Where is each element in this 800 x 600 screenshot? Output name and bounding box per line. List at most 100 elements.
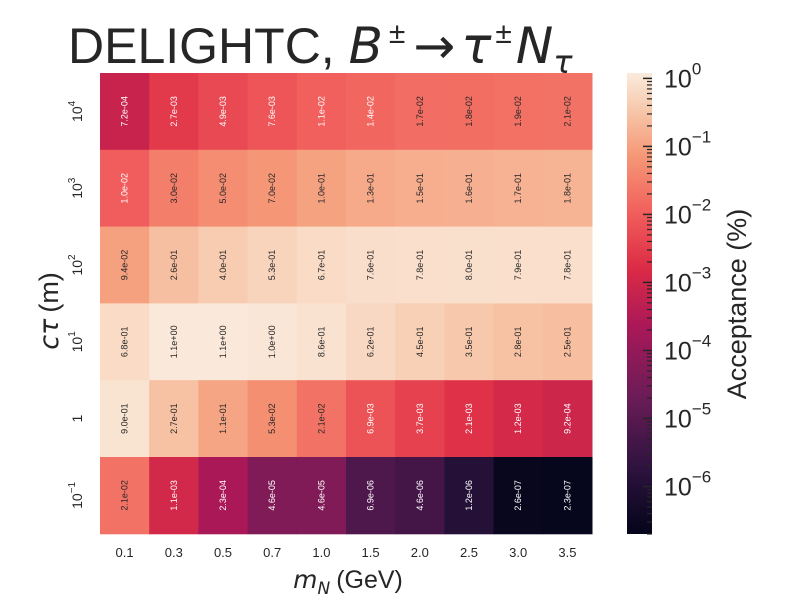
cell-value-label: 2.6e-07 <box>513 480 523 511</box>
colorbar-tick-label: 10−3 <box>664 263 711 297</box>
cell-value-label: 1.1e-03 <box>169 480 179 511</box>
heatmap-cell <box>346 226 396 304</box>
cell-value-label: 2.1e-03 <box>464 403 474 434</box>
heatmap-cell <box>247 226 298 304</box>
heatmap-cell <box>149 457 199 535</box>
heatmap-cell <box>198 380 249 458</box>
cell-value-label: 5.0e-02 <box>218 173 228 204</box>
heatmap-cell <box>198 149 249 228</box>
cell-value-label: 2.7e-03 <box>169 96 179 127</box>
cell-value-label: 9.0e-01 <box>120 403 130 434</box>
heatmap-cell <box>542 457 593 535</box>
y-axis-label: cτ (m) <box>34 272 65 350</box>
cell-value-label: 9.4e-02 <box>120 250 130 281</box>
y-tick-label: 10−1 <box>67 481 85 508</box>
x-tick-label: 0.7 <box>263 545 281 560</box>
x-tick-label: 1.5 <box>362 545 380 560</box>
heatmap-cell <box>395 149 445 228</box>
colorbar-tick-label: 10−5 <box>664 399 711 433</box>
cell-value-label: 2.1e-02 <box>562 96 572 127</box>
cell-value-label: 6.2e-01 <box>366 327 376 358</box>
title-pm1: ± <box>389 17 405 50</box>
heatmap-cell <box>198 226 249 304</box>
cell-value-label: 1.9e-02 <box>513 96 523 127</box>
ylabel-c: c <box>34 335 65 350</box>
heatmap-cell <box>346 149 396 228</box>
title-prefix: DELIGHTC, <box>68 18 349 74</box>
y-tick-label: 102 <box>67 254 85 276</box>
heatmap-cell <box>296 73 347 151</box>
heatmap-cell <box>542 73 593 151</box>
x-tick-label: 3.0 <box>509 545 527 560</box>
cell-value-label: 1.1e+00 <box>169 325 179 358</box>
xlabel-m: m <box>293 565 317 594</box>
xlabel-unit: (GeV) <box>336 566 403 594</box>
cell-value-label: 2.6e-01 <box>169 250 179 281</box>
heatmap-cell <box>395 380 445 458</box>
heatmap-cell <box>296 226 347 304</box>
cell-value-label: 1.0e-02 <box>120 173 130 204</box>
heatmap-cell <box>247 149 298 228</box>
cell-value-label: 1.5e-01 <box>415 173 425 204</box>
heatmap-cell <box>444 73 495 151</box>
y-axis-ticks: 104 103 102 101 1 10−1 <box>67 100 85 508</box>
colorbar: 100 10−1 10−2 10−3 10−4 10−5 10−6 <box>627 59 711 535</box>
colorbar-label: Acceptance (%) <box>722 209 752 400</box>
cell-value-label: 4.0e-01 <box>218 250 228 281</box>
heatmap-cell <box>100 149 150 228</box>
heatmap-cell <box>444 149 495 228</box>
heatmap-cell <box>493 457 544 535</box>
cell-value-label: 4.5e-01 <box>415 327 425 358</box>
heatmap-cell <box>444 457 495 535</box>
cell-value-label: 7.2e-04 <box>120 96 130 127</box>
cell-value-label: 5.3e-02 <box>267 403 277 434</box>
cell-value-label: 2.8e-01 <box>513 327 523 358</box>
cell-value-label: 2.7e-01 <box>169 403 179 434</box>
colorbar-tick-label: 10−1 <box>664 127 711 161</box>
cell-value-label: 2.3e-07 <box>562 480 572 511</box>
cell-value-label: 1.7e-02 <box>415 96 425 127</box>
x-tick-label: 0.5 <box>214 545 232 560</box>
cell-value-label: 2.1e-02 <box>120 480 130 511</box>
title-pm2: ± <box>495 17 511 50</box>
cell-value-label: 1.0e-01 <box>316 173 326 204</box>
colorbar-gradient <box>627 73 652 534</box>
heatmap-cell <box>542 149 593 228</box>
heatmap-cell <box>346 380 396 458</box>
colorbar-tick-label: 10−2 <box>664 195 711 229</box>
x-tick-label: 0.3 <box>165 545 183 560</box>
cell-value-label: 9.2e-04 <box>562 403 572 434</box>
heatmap-cell <box>100 73 150 151</box>
cell-value-label: 8.6e-01 <box>316 327 326 358</box>
cell-value-label: 4.6e-06 <box>415 480 425 511</box>
heatmap-cell <box>149 380 199 458</box>
heatmap-cell <box>395 457 445 535</box>
heatmap-cell <box>247 303 298 381</box>
cell-value-label: 7.6e-01 <box>366 250 376 281</box>
x-axis-ticks: 0.1 0.3 0.5 0.7 1.0 1.5 2.0 2.5 3.0 3.5 <box>116 545 577 560</box>
heatmap-cell <box>444 303 495 381</box>
x-axis-label: mN (GeV) <box>293 565 403 599</box>
heatmap-cell <box>100 457 150 535</box>
heatmap-cell <box>493 380 544 458</box>
heatmap-plot-area: 7.2e-04 2.7e-03 4.9e-03 7.6e-03 1.1e-02 1.4e-… <box>100 73 593 535</box>
heatmap-cell <box>346 457 396 535</box>
heatmap-cell <box>149 226 199 304</box>
cell-value-label: 1.2e-06 <box>464 480 474 511</box>
colorbar-tick-label: 10−4 <box>664 331 711 365</box>
cell-value-label: 1.0e+00 <box>267 325 277 358</box>
xlabel-sub: N <box>317 579 330 599</box>
cell-value-label: 1.8e-01 <box>562 173 572 204</box>
cell-value-label: 6.8e-01 <box>120 327 130 358</box>
y-tick-label: 103 <box>67 177 85 199</box>
title-n: N <box>516 17 553 75</box>
cell-value-label: 5.3e-01 <box>267 250 277 281</box>
heatmap-cell <box>149 149 199 228</box>
y-tick-label: 104 <box>67 100 85 122</box>
heatmap-cell <box>296 457 347 535</box>
x-tick-label: 0.1 <box>116 545 134 560</box>
y-tick-label: 101 <box>67 331 85 353</box>
cell-value-label: 8.0e-01 <box>464 250 474 281</box>
chart-title: DELIGHTC, B ± → τ ±Nτ <box>68 17 573 81</box>
heatmap-cell <box>395 303 445 381</box>
